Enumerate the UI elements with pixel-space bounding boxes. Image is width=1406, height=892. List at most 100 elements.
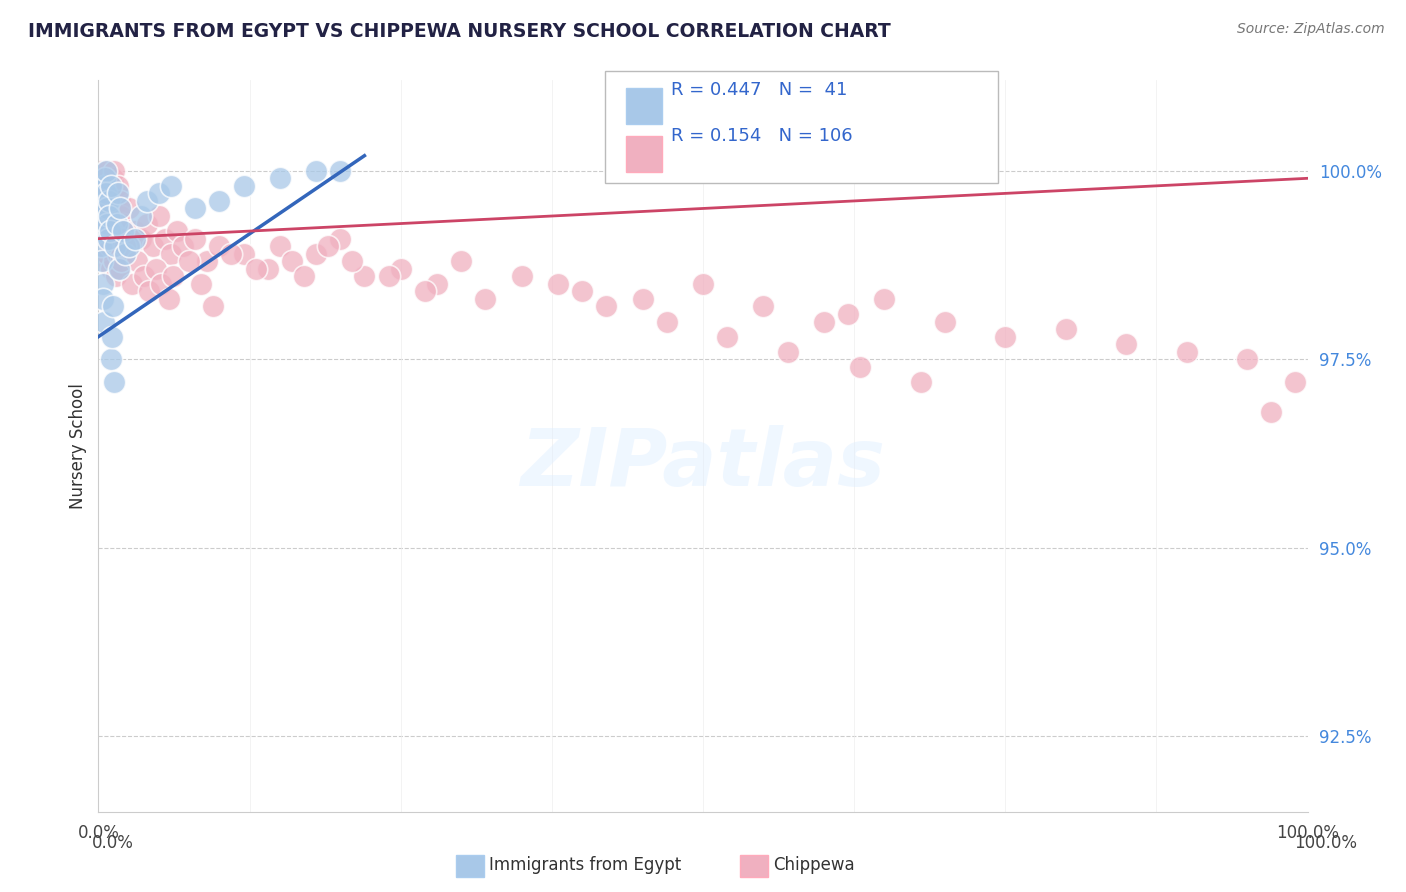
Point: [111, 217, 134, 231]
Point: [97, 194, 120, 208]
Point: [111, 232, 134, 246]
Point: [1284, 375, 1306, 389]
Point: [849, 359, 872, 374]
Point: [145, 261, 167, 276]
Point: [91, 292, 114, 306]
Point: [114, 239, 136, 253]
Point: [94, 171, 117, 186]
Point: [108, 261, 131, 276]
Point: [107, 178, 129, 193]
Point: [157, 292, 180, 306]
Point: [90, 224, 112, 238]
Point: [655, 315, 678, 329]
Point: [450, 254, 472, 268]
Point: [776, 344, 799, 359]
Text: ZIPatlas: ZIPatlas: [520, 425, 886, 503]
Point: [1260, 405, 1282, 419]
Point: [426, 277, 449, 291]
Text: Immigrants from Egypt: Immigrants from Egypt: [489, 856, 682, 874]
Point: [162, 269, 184, 284]
Point: [91, 239, 114, 253]
Text: IMMIGRANTS FROM EGYPT VS CHIPPEWA NURSERY SCHOOL CORRELATION CHART: IMMIGRANTS FROM EGYPT VS CHIPPEWA NURSER…: [28, 22, 891, 41]
Point: [107, 246, 129, 260]
Point: [105, 239, 128, 253]
Point: [329, 232, 352, 246]
Point: [98, 209, 121, 223]
Point: [934, 315, 956, 329]
Point: [813, 315, 835, 329]
Point: [90, 239, 112, 253]
Point: [100, 352, 122, 367]
Point: [305, 246, 328, 260]
Point: [138, 285, 160, 299]
Point: [89, 202, 111, 216]
Point: [202, 300, 225, 314]
Point: [97, 232, 120, 246]
Point: [129, 209, 152, 223]
Point: [281, 254, 304, 268]
Point: [103, 163, 125, 178]
Point: [111, 224, 134, 238]
Point: [100, 329, 122, 343]
Point: [108, 202, 131, 216]
Point: [110, 254, 132, 268]
Point: [101, 300, 124, 314]
Point: [195, 254, 218, 268]
Point: [208, 239, 231, 253]
Point: [160, 246, 183, 260]
Point: [114, 246, 136, 260]
Point: [208, 194, 231, 208]
Point: [184, 202, 207, 216]
Point: [89, 178, 111, 193]
Point: [148, 209, 170, 223]
Point: [121, 277, 143, 291]
Point: [245, 261, 267, 276]
Point: [108, 202, 131, 216]
Point: [118, 239, 141, 253]
Point: [292, 269, 315, 284]
Point: [124, 232, 146, 246]
Text: Source: ZipAtlas.com: Source: ZipAtlas.com: [1237, 22, 1385, 37]
Point: [100, 178, 122, 193]
Point: [837, 307, 859, 321]
Point: [631, 292, 654, 306]
Point: [134, 269, 156, 284]
Point: [1236, 352, 1258, 367]
Point: [1054, 322, 1077, 336]
Point: [510, 269, 533, 284]
Point: [90, 171, 112, 186]
Point: [329, 163, 352, 178]
Point: [142, 239, 165, 253]
Point: [160, 178, 183, 193]
Point: [93, 178, 115, 193]
Point: [316, 239, 339, 253]
Point: [148, 186, 170, 201]
Point: [135, 217, 157, 231]
Point: [103, 254, 125, 268]
Text: R = 0.447   N =  41: R = 0.447 N = 41: [671, 81, 846, 99]
Y-axis label: Nursery School: Nursery School: [69, 383, 87, 509]
Point: [96, 186, 118, 201]
Text: Chippewa: Chippewa: [773, 856, 855, 874]
Point: [100, 261, 122, 276]
Point: [232, 178, 254, 193]
Point: [91, 163, 114, 178]
Point: [90, 217, 112, 231]
Point: [97, 194, 120, 208]
Point: [342, 254, 364, 268]
Point: [377, 269, 399, 284]
Point: [105, 217, 128, 231]
Point: [107, 186, 129, 201]
Point: [166, 224, 188, 238]
Point: [98, 224, 121, 238]
Point: [105, 186, 128, 201]
Point: [100, 178, 122, 193]
Point: [692, 277, 714, 291]
Point: [353, 269, 375, 284]
Point: [93, 178, 115, 193]
Point: [172, 239, 194, 253]
Point: [595, 300, 617, 314]
Point: [104, 239, 127, 253]
Point: [873, 292, 896, 306]
Point: [232, 246, 254, 260]
